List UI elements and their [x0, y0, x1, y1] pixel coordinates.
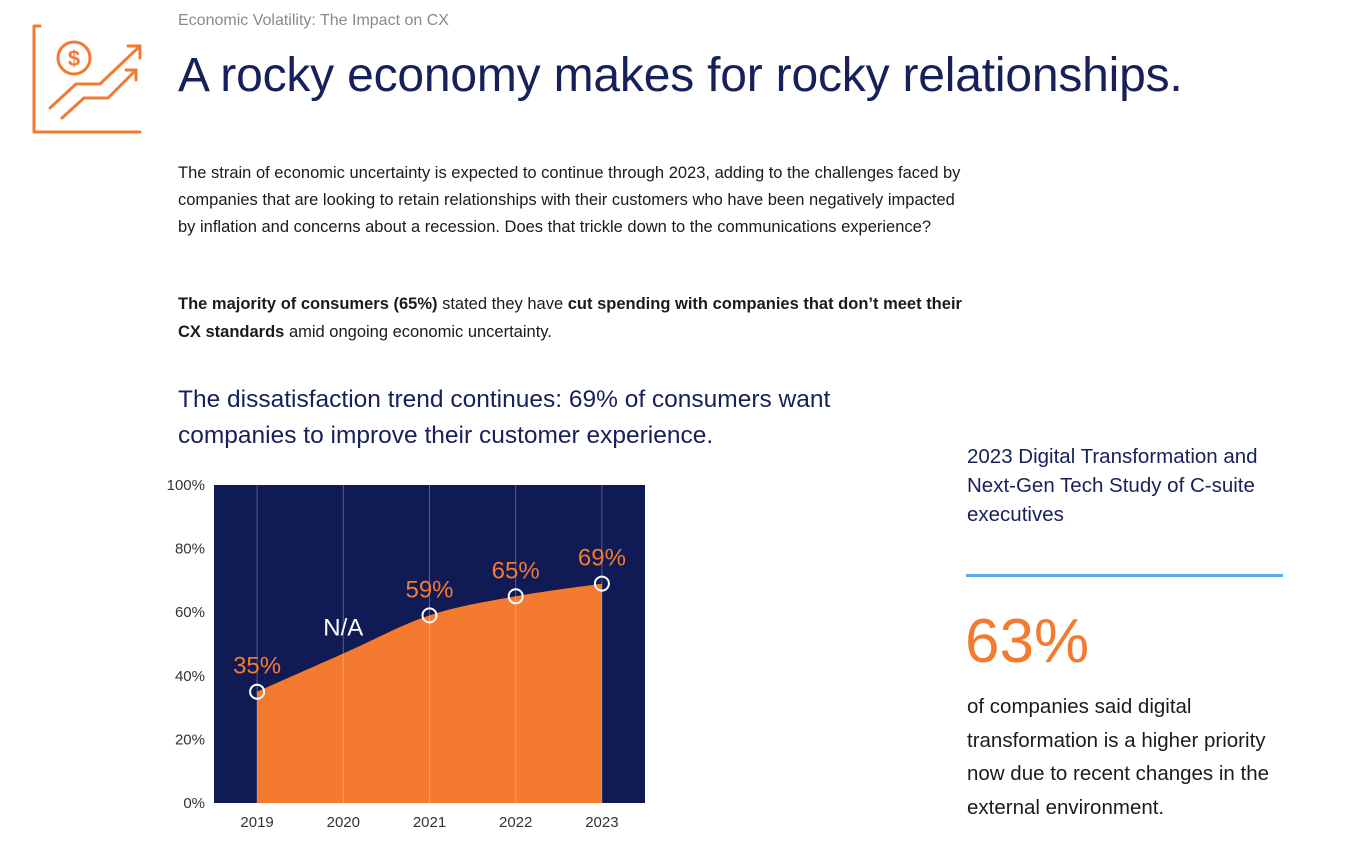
highlight-paragraph: The majority of consumers (65%) stated t… — [178, 290, 968, 346]
y-tick-label: 20% — [175, 731, 205, 748]
y-tick-label: 60% — [175, 604, 205, 621]
data-label: 65% — [492, 557, 540, 584]
data-point — [421, 607, 438, 624]
data-point — [507, 588, 524, 605]
area-series — [257, 583, 602, 803]
dissatisfaction-area-chart: 0% 20% 40% 60% 80% 100% 2019 2020 2021 2022 2023 35… — [167, 477, 645, 831]
y-tick-label: 0% — [183, 795, 205, 812]
stat-description: of companies said digital transformation… — [967, 695, 1270, 819]
dollar-growth-chart-icon: $ — [32, 24, 142, 134]
data-point — [249, 683, 266, 700]
y-tick-label: 40% — [175, 668, 205, 685]
intro-paragraph: The strain of economic uncertainty is ex… — [178, 164, 961, 236]
data-label: 69% — [578, 545, 626, 572]
chart-title: The dissatisfaction trend continues: 69%… — [178, 386, 831, 449]
x-tick-label: 2019 — [240, 814, 273, 831]
data-label-na: N/A — [323, 615, 363, 642]
stat-value: 63% — [965, 607, 1090, 676]
y-tick-label: 100% — [167, 477, 205, 494]
data-label: 35% — [233, 653, 281, 680]
x-tick-label: 2022 — [499, 814, 532, 831]
x-tick-label: 2023 — [585, 814, 618, 831]
x-tick-label: 2021 — [413, 814, 446, 831]
svg-text:$: $ — [68, 46, 80, 71]
data-label: 59% — [405, 576, 453, 603]
x-tick-label: 2020 — [327, 814, 360, 831]
page-title: A rocky economy makes for rocky relation… — [178, 49, 1183, 102]
y-tick-label: 80% — [175, 541, 205, 558]
data-point — [593, 575, 610, 592]
study-title: 2023 Digital Transformation and Next-Gen… — [967, 445, 1258, 526]
eyebrow-label: Economic Volatility: The Impact on CX — [178, 12, 449, 29]
divider — [966, 574, 1283, 577]
highlight-bold-2: cut spending with companies that don’t m… — [178, 295, 962, 341]
highlight-text-1: stated they have — [437, 295, 568, 313]
highlight-text-2: amid ongoing economic uncertainty. — [284, 323, 552, 341]
highlight-bold-1: The majority of consumers (65%) — [178, 295, 438, 313]
